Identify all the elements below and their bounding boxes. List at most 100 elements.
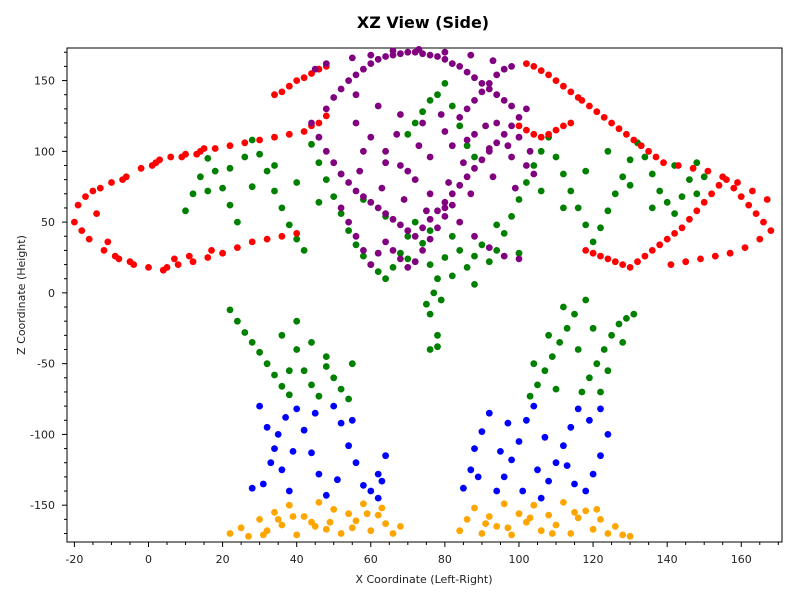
data-point-torso-and-upper-legs (437, 296, 445, 304)
data-point-arms-ring (560, 82, 567, 90)
data-point-feet (226, 530, 234, 537)
data-point-torso-and-upper-legs (241, 329, 249, 336)
data-point-torso-and-upper-legs (271, 187, 278, 195)
data-point-lower-legs (256, 402, 263, 410)
data-point-arms-ring (745, 201, 753, 209)
data-point-lower-legs (508, 456, 515, 464)
data-point-arms-ring (626, 264, 634, 271)
data-point-arms-ring (74, 201, 82, 209)
data-point-arms-ring (204, 254, 212, 261)
data-point-head (337, 170, 345, 178)
data-point-arms-ring (530, 63, 538, 70)
data-point-torso-and-upper-legs (426, 97, 434, 104)
data-point-head (411, 258, 419, 266)
data-point-arms-ring (697, 255, 704, 263)
data-point-feet (274, 516, 282, 523)
data-point-arms-ring (674, 162, 682, 169)
data-point-torso-and-upper-legs (404, 130, 412, 138)
data-point-torso-and-upper-legs (248, 183, 256, 191)
data-point-arms-ring (689, 164, 697, 172)
data-point-torso-and-upper-legs (545, 331, 552, 339)
data-point-arms-ring (589, 249, 597, 257)
data-point-torso-and-upper-legs (608, 331, 615, 339)
data-point-torso-and-upper-legs (419, 239, 426, 247)
x-tick-label: 140 (657, 553, 678, 566)
data-point-arms-ring (315, 119, 323, 127)
data-point-arms-ring (560, 122, 567, 130)
y-axis-ticks: -150 -100 -50 0 50 100 150 (30, 51, 67, 535)
data-point-head (489, 57, 497, 65)
data-point-lower-legs (282, 414, 289, 421)
data-point-head (397, 255, 404, 263)
data-point-torso-and-upper-legs (204, 187, 212, 195)
data-point-torso-and-upper-legs (360, 252, 367, 260)
data-point-arms-ring (671, 230, 678, 237)
data-point-torso-and-upper-legs (611, 190, 619, 198)
data-point-torso-and-upper-legs (560, 170, 567, 178)
data-point-head (448, 190, 456, 198)
data-point-torso-and-upper-legs (493, 221, 501, 229)
data-point-head (448, 60, 456, 67)
data-point-torso-and-upper-legs (256, 348, 263, 356)
data-point-arms-ring (552, 126, 560, 134)
data-point-torso-and-upper-legs (234, 218, 241, 226)
data-point-lower-legs (278, 466, 286, 474)
data-point-torso-and-upper-legs (226, 306, 234, 314)
data-point-head (500, 65, 508, 73)
x-tick-label: 0 (145, 553, 152, 566)
data-point-feet (619, 531, 627, 539)
data-point-head (378, 184, 386, 192)
data-point-torso-and-upper-legs (419, 108, 426, 116)
data-point-head (415, 142, 423, 150)
data-point-head (400, 196, 408, 203)
data-point-feet (560, 499, 567, 506)
data-point-arms-ring (663, 235, 671, 243)
data-point-arms-ring (278, 88, 286, 96)
data-point-torso-and-upper-legs (234, 317, 241, 325)
data-point-head (478, 88, 486, 96)
data-point-arms-ring (608, 119, 615, 127)
data-point-head (411, 232, 419, 240)
data-point-lower-legs (586, 416, 593, 424)
data-point-lower-legs (374, 470, 382, 478)
data-point-head (382, 147, 389, 155)
data-point-head (360, 147, 367, 155)
data-point-torso-and-upper-legs (648, 170, 656, 178)
data-point-head (437, 111, 445, 118)
data-point-arms-ring (226, 142, 234, 150)
data-point-arms-ring (71, 218, 78, 226)
data-point-arms-ring (604, 255, 612, 263)
data-point-arms-ring (85, 235, 93, 243)
data-point-head (426, 215, 434, 223)
data-point-torso-and-upper-legs (471, 252, 478, 260)
data-point-arms-ring (749, 187, 756, 195)
data-point-arms-ring (756, 235, 764, 243)
data-point-feet (285, 501, 293, 509)
data-point-torso-and-upper-legs (434, 331, 441, 339)
data-point-arms-ring (174, 261, 182, 268)
data-point-head (489, 173, 497, 181)
data-point-head (322, 147, 330, 155)
data-point-torso-and-upper-legs (693, 190, 701, 198)
y-tick-label: -50 (37, 358, 55, 371)
data-point-head (441, 128, 449, 135)
data-point-feet (326, 518, 334, 526)
data-point-head (471, 164, 478, 172)
data-point-arms-ring (119, 176, 126, 184)
data-point-head (348, 54, 356, 62)
data-point-torso-and-upper-legs (330, 374, 338, 382)
data-point-torso-and-upper-legs (663, 198, 671, 206)
data-point-arms-ring (600, 114, 608, 121)
data-point-feet (548, 530, 556, 537)
data-point-head (389, 215, 397, 223)
data-point-lower-legs (471, 445, 478, 452)
data-point-torso-and-upper-legs (315, 392, 323, 400)
data-point-arms-ring (263, 235, 271, 243)
data-point-arms-ring (741, 244, 749, 252)
data-point-lower-legs (523, 416, 530, 424)
data-point-head (530, 170, 538, 178)
y-tick-label: 0 (48, 287, 55, 300)
y-tick-label: 100 (34, 145, 55, 158)
data-point-feet (378, 504, 386, 512)
data-point-head (322, 105, 330, 113)
